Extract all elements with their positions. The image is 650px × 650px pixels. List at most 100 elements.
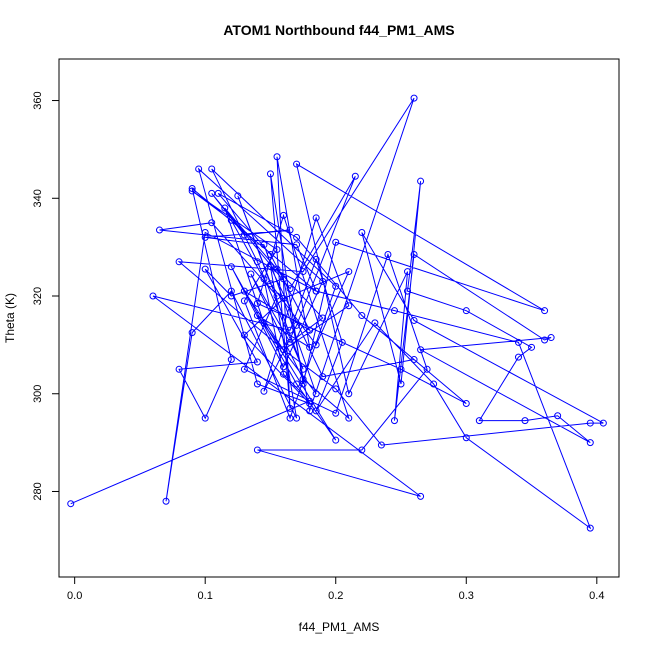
data-point [306, 343, 314, 351]
data-point [299, 365, 307, 373]
data-point [541, 307, 549, 315]
data-point [475, 417, 483, 425]
data-point [338, 338, 346, 346]
x-tick-label: 0.2 [328, 590, 343, 602]
data-point [221, 204, 229, 212]
data-point [273, 292, 281, 300]
y-axis-label: Theta (K) [3, 293, 17, 343]
data-point [67, 500, 75, 508]
data-point [280, 363, 288, 371]
y-tick-label: 320 [32, 287, 44, 305]
data-point [410, 356, 418, 364]
data-point [514, 338, 522, 346]
data-point [227, 287, 235, 295]
data-point [247, 270, 255, 278]
data-point [253, 258, 261, 266]
data-point [188, 329, 196, 337]
data-point [410, 94, 418, 102]
data-point [175, 365, 183, 373]
data-point [528, 343, 536, 351]
data-point [253, 312, 261, 320]
x-tick-label: 0.1 [198, 590, 213, 602]
data-point [188, 185, 196, 192]
data-point [240, 331, 248, 339]
data-point [201, 265, 209, 273]
data-point [332, 436, 340, 444]
data-point [547, 334, 555, 342]
x-tick-label: 0.0 [67, 590, 82, 602]
data-point [397, 365, 405, 373]
data-point [521, 417, 529, 425]
data-point [286, 404, 294, 412]
data-point [299, 268, 307, 276]
data-point [260, 319, 268, 327]
data-point [240, 297, 248, 305]
data-point [286, 285, 294, 293]
data-point [306, 407, 314, 415]
data-point [293, 160, 301, 168]
data-point [280, 346, 288, 354]
data-point [280, 370, 288, 378]
data-point [377, 441, 385, 449]
series-layer [67, 94, 607, 532]
data-point [286, 338, 294, 346]
y-tick-label: 340 [32, 189, 44, 207]
data-point [332, 409, 340, 417]
data-point [306, 397, 314, 405]
data-point [273, 265, 281, 273]
data-point [149, 292, 157, 300]
x-axis-label: f44_PM1_AMS [299, 620, 380, 634]
data-point [286, 326, 294, 334]
data-point [201, 228, 209, 236]
data-point [227, 292, 235, 300]
data-point [260, 387, 268, 395]
data-point [384, 250, 392, 258]
data-point [253, 380, 261, 388]
data-point [293, 233, 301, 241]
data-point [312, 341, 320, 349]
data-point [266, 170, 274, 178]
data-point [280, 275, 288, 283]
series-line [70, 97, 604, 530]
data-point [306, 400, 314, 408]
data-point [286, 226, 294, 234]
y-tick-label: 300 [32, 385, 44, 403]
data-point [227, 356, 235, 364]
y-tick-label: 280 [32, 482, 44, 500]
data-point [299, 375, 307, 383]
data-point [175, 258, 183, 266]
data-point [227, 216, 235, 224]
data-point [404, 287, 412, 295]
data-point [208, 165, 216, 173]
data-point [319, 373, 327, 381]
data-point [423, 365, 431, 373]
data-point [312, 390, 320, 398]
data-point [293, 321, 301, 329]
data-point [586, 524, 594, 532]
data-point [280, 294, 288, 302]
data-point [188, 187, 196, 195]
data-point [312, 214, 320, 222]
data-point [410, 250, 418, 258]
data-point [162, 497, 170, 505]
data-point [358, 228, 366, 236]
data-point [332, 385, 340, 393]
data-point [208, 219, 216, 227]
data-point [240, 231, 248, 239]
data-point [404, 268, 412, 276]
data-point [273, 246, 281, 254]
data-point [371, 319, 379, 327]
data-point [195, 165, 203, 173]
data-point [260, 275, 268, 283]
x-tick-label: 0.3 [459, 590, 474, 602]
data-point [410, 316, 418, 324]
data-point [345, 414, 353, 422]
x-axis: 0.0 0.1 0.2 0.3 0.4 [67, 577, 604, 602]
data-point [586, 439, 594, 447]
data-point [417, 177, 425, 185]
data-point [253, 358, 261, 366]
data-point [293, 414, 301, 422]
data-point [234, 192, 242, 200]
data-point [430, 380, 438, 388]
data-point [260, 241, 268, 249]
